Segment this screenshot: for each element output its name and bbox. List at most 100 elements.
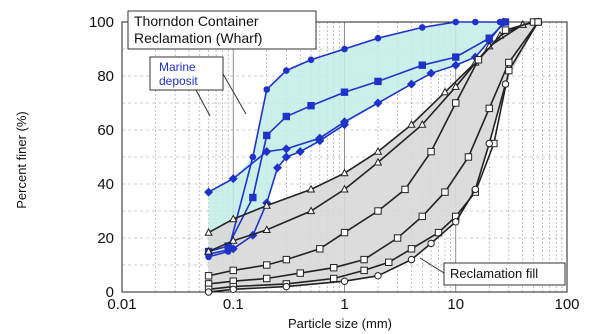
- y-tick-label: 20: [97, 230, 114, 247]
- reclamation-label-text: Reclamation fill: [450, 266, 538, 281]
- chart-title-frame: [127, 10, 317, 50]
- data-point: [306, 184, 316, 193]
- data-point: [385, 258, 393, 267]
- y-tick-label: 40: [97, 176, 114, 193]
- data-point: [204, 272, 213, 280]
- data-point: [263, 131, 271, 140]
- reclamation-series-5: [204, 20, 527, 255]
- x-tick-label: 0.1: [223, 296, 244, 313]
- data-point: [282, 255, 291, 264]
- data-point: [474, 56, 483, 64]
- data-point: [360, 266, 368, 275]
- y-axis-title: Percent finer (%): [14, 111, 29, 209]
- data-point: [330, 264, 338, 272]
- series-lines: [204, 17, 543, 296]
- data-point: [263, 261, 271, 269]
- data-point: [472, 18, 479, 26]
- data-point: [373, 146, 383, 155]
- data-point: [485, 139, 493, 148]
- data-point: [418, 61, 426, 69]
- data-point: [316, 245, 324, 253]
- data-point: [307, 102, 315, 110]
- data-point: [262, 225, 271, 233]
- data-point: [340, 277, 349, 285]
- data-point: [306, 206, 316, 215]
- chart-title-box: Thorndon Container Reclamation (Wharf): [127, 10, 317, 50]
- data-point: [307, 56, 315, 64]
- data-point: [229, 214, 238, 223]
- data-point: [451, 82, 460, 90]
- data-point: [374, 34, 382, 42]
- data-point: [501, 26, 510, 34]
- data-point: [262, 200, 271, 209]
- data-point: [229, 236, 238, 244]
- data-point: [263, 274, 271, 283]
- data-point: [229, 266, 237, 275]
- data-point: [505, 58, 513, 67]
- data-point: [501, 80, 510, 88]
- x-tick-label: 10: [447, 296, 464, 313]
- data-point: [374, 77, 382, 86]
- chart-title-line-2: Reclamation (Wharf): [134, 30, 262, 46]
- marine-band: [208, 22, 504, 257]
- data-point: [204, 227, 213, 236]
- data-point: [418, 24, 426, 31]
- y-tick-label: 80: [97, 68, 114, 85]
- series-line: [208, 24, 524, 253]
- data-point: [330, 274, 338, 283]
- x-tick-label: 0.01: [107, 296, 136, 313]
- tick-labels: 0.01 0.1 1 10 100 0 20 40 60 80 100: [89, 14, 580, 313]
- reclamation-fill-annotation: Reclamation fill: [419, 257, 566, 286]
- data-point: [434, 228, 443, 237]
- data-point: [273, 163, 283, 173]
- data-point: [283, 67, 290, 74]
- data-point: [499, 17, 509, 27]
- data-point: [339, 120, 350, 130]
- y-tick-label: 100: [89, 14, 114, 31]
- data-point: [485, 104, 493, 113]
- data-point: [204, 288, 213, 296]
- x-axis-title: Particle size (mm): [288, 316, 392, 331]
- chart-title-line-1: Thorndon Container: [134, 13, 259, 29]
- data-point: [249, 193, 257, 202]
- data-point: [452, 218, 460, 226]
- data-point: [249, 153, 257, 161]
- data-point: [452, 18, 460, 26]
- data-point: [393, 234, 402, 242]
- data-point: [340, 228, 349, 237]
- data-point: [427, 239, 435, 248]
- data-point: [315, 136, 325, 146]
- data-point: [418, 212, 426, 221]
- data-point: [534, 18, 542, 26]
- data-point: [295, 147, 305, 157]
- y-tick-label: 60: [97, 122, 114, 139]
- data-point: [406, 79, 416, 89]
- data-point: [373, 98, 383, 108]
- data-point: [471, 185, 480, 194]
- data-point: [340, 184, 349, 193]
- data-point: [282, 112, 291, 121]
- data-point: [374, 272, 382, 280]
- data-point: [282, 282, 291, 291]
- data-point: [418, 119, 427, 128]
- data-point: [281, 152, 291, 162]
- data-point: [341, 45, 348, 53]
- x-tick-label: 1: [340, 296, 348, 313]
- data-point: [401, 185, 409, 194]
- series-line: [208, 21, 507, 253]
- data-point: [262, 147, 272, 157]
- reclamation-label-frame: [443, 262, 566, 286]
- data-point: [204, 246, 213, 255]
- x-tick-label: 100: [554, 296, 579, 313]
- marine-pointer-line-2: [195, 89, 211, 117]
- data-point: [427, 147, 435, 156]
- data-point: [451, 60, 461, 70]
- data-point: [228, 244, 238, 254]
- plot-area-frame: [121, 21, 568, 293]
- data-point: [505, 66, 513, 75]
- data-point: [296, 269, 304, 277]
- data-point: [204, 187, 214, 197]
- data-point: [426, 68, 436, 78]
- marine-label-line-1: Marine: [159, 60, 196, 74]
- marine-label-frame: [149, 56, 224, 91]
